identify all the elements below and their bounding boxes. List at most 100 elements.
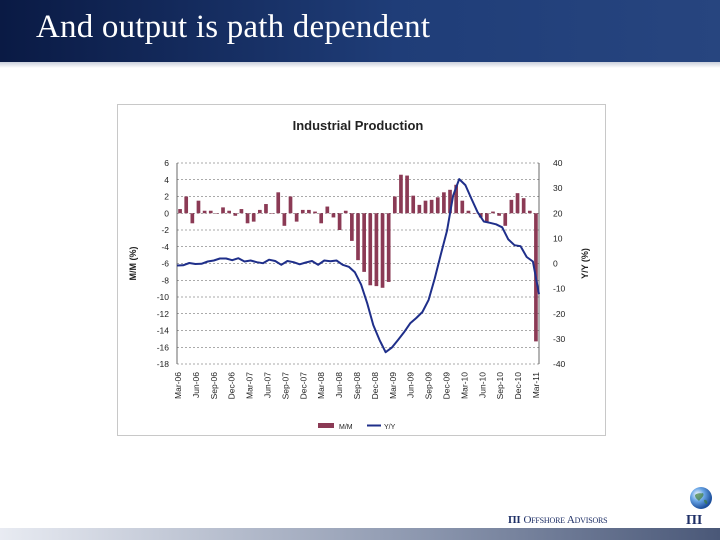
mm-bar (521, 198, 526, 214)
grid-lines (176, 162, 540, 365)
mm-bar (245, 213, 250, 224)
y-tick-left-label: 4 (164, 175, 169, 185)
mm-bar (423, 200, 428, 214)
y-tick-left-label: -16 (157, 342, 170, 352)
brand-mark: ΠΙ (508, 514, 521, 526)
chart-title: Industrial Production (293, 118, 424, 133)
x-tick-label: Sep-06 (209, 372, 219, 400)
x-tick-label: Sep-09 (424, 372, 434, 400)
brand-label: ΠΙ Offshore Advisors (508, 514, 608, 526)
mm-bar (368, 213, 373, 286)
y-tick-left-label: -18 (157, 359, 170, 369)
x-tick-label: Sep-08 (352, 372, 362, 400)
mm-bar (429, 199, 434, 214)
mm-bar (202, 210, 207, 214)
y-tick-right-label: -10 (553, 284, 566, 294)
y-tick-right-label: 40 (553, 158, 563, 168)
mm-bar (343, 210, 348, 214)
mm-bar (331, 213, 336, 218)
mm-bar (282, 213, 287, 226)
mm-bar (190, 213, 195, 224)
mm-bar (509, 199, 514, 214)
mm-bar (392, 196, 397, 214)
y-tick-right-label: -40 (553, 359, 566, 369)
y-tick-right-label: 20 (553, 208, 563, 218)
x-tick-label: Mar-10 (459, 372, 469, 399)
mm-bar (417, 204, 422, 214)
globe-icon (690, 487, 712, 509)
mm-bar (227, 210, 231, 214)
x-tick-label: Dec-09 (442, 372, 452, 400)
mm-bar (356, 213, 360, 261)
mm-bar (472, 213, 477, 214)
mm-bars (178, 174, 538, 342)
y-ticks-left: 6 4 2 0 -2 -4 -6 -8 -10 -12 -14 -16 -18 (157, 158, 170, 369)
mm-bar (374, 213, 379, 287)
mm-bar (503, 213, 508, 226)
y-tick-right-label: -20 (553, 309, 566, 319)
mm-bar (221, 207, 225, 214)
y-tick-left-label: -10 (157, 292, 170, 302)
mm-bar (184, 196, 189, 214)
mm-bar (405, 175, 409, 214)
y-tick-left-label: -14 (157, 326, 170, 336)
mm-bar (257, 209, 262, 214)
mm-bar (276, 192, 281, 214)
mm-bar (196, 200, 201, 214)
legend: M/M Y/Y (318, 423, 396, 431)
mm-bar (386, 213, 391, 282)
y-tick-left-label: -8 (161, 275, 169, 285)
mm-bar (319, 213, 324, 224)
mm-bar (270, 213, 274, 214)
x-tick-label: Jun-07 (263, 372, 273, 398)
slide-title: And output is path dependent (36, 9, 431, 45)
y-tick-left-label: -2 (161, 225, 169, 235)
mm-bar (466, 210, 471, 214)
x-tick-label: Dec-10 (513, 372, 523, 400)
mm-bar (337, 213, 342, 230)
mm-bar (442, 192, 446, 214)
legend-label-yy: Y/Y (384, 424, 396, 431)
mm-bar (288, 196, 293, 214)
mm-bar (399, 174, 403, 214)
x-tick-label: Mar-07 (245, 372, 255, 399)
y-axis-label-left: M/M (%) (128, 247, 138, 281)
mm-bar (460, 200, 465, 214)
x-tick-label: Dec-06 (227, 372, 237, 400)
x-tick-label: Jun-06 (191, 372, 201, 398)
chart-frame: Industrial Production M/M (%) Y/Y (%) 6 4… (117, 104, 606, 436)
yy-line-group (176, 178, 540, 354)
mm-bar (515, 193, 520, 214)
y-tick-right-label: 30 (553, 183, 563, 193)
x-tick-label: Mar-06 (173, 372, 183, 399)
mm-bar (380, 213, 385, 288)
title-shadow (0, 62, 720, 68)
mm-bar (300, 209, 305, 214)
y-tick-right-label: 0 (553, 259, 558, 269)
x-tick-label: Jun-08 (334, 372, 344, 398)
logo-mark: ΠΙ (686, 513, 703, 528)
mm-bar (527, 210, 532, 214)
mm-bar (448, 189, 452, 214)
legend-swatch-mm (318, 423, 334, 428)
mm-bar (497, 213, 501, 216)
mm-bar (313, 211, 317, 214)
x-tick-label: Dec-07 (298, 372, 308, 400)
mm-bar (325, 206, 330, 214)
title-bar: And output is path dependent (0, 0, 720, 62)
mm-bar (491, 211, 495, 214)
yy-line (176, 178, 540, 354)
mm-bar (435, 197, 440, 214)
x-tick-label: Dec-08 (370, 372, 380, 400)
mm-bar (411, 195, 416, 214)
x-tick-label: Mar-09 (388, 372, 398, 399)
mm-bar (264, 204, 268, 214)
mm-bar (350, 213, 354, 241)
y-tick-left-label: 2 (164, 192, 169, 202)
x-tick-label: Mar-11 (531, 372, 541, 399)
y-tick-left-label: 0 (164, 208, 169, 218)
legend-label-mm: M/M (339, 424, 353, 431)
footer-bar (0, 528, 720, 540)
mm-bar (251, 213, 256, 222)
y-tick-left-label: -12 (157, 309, 170, 319)
